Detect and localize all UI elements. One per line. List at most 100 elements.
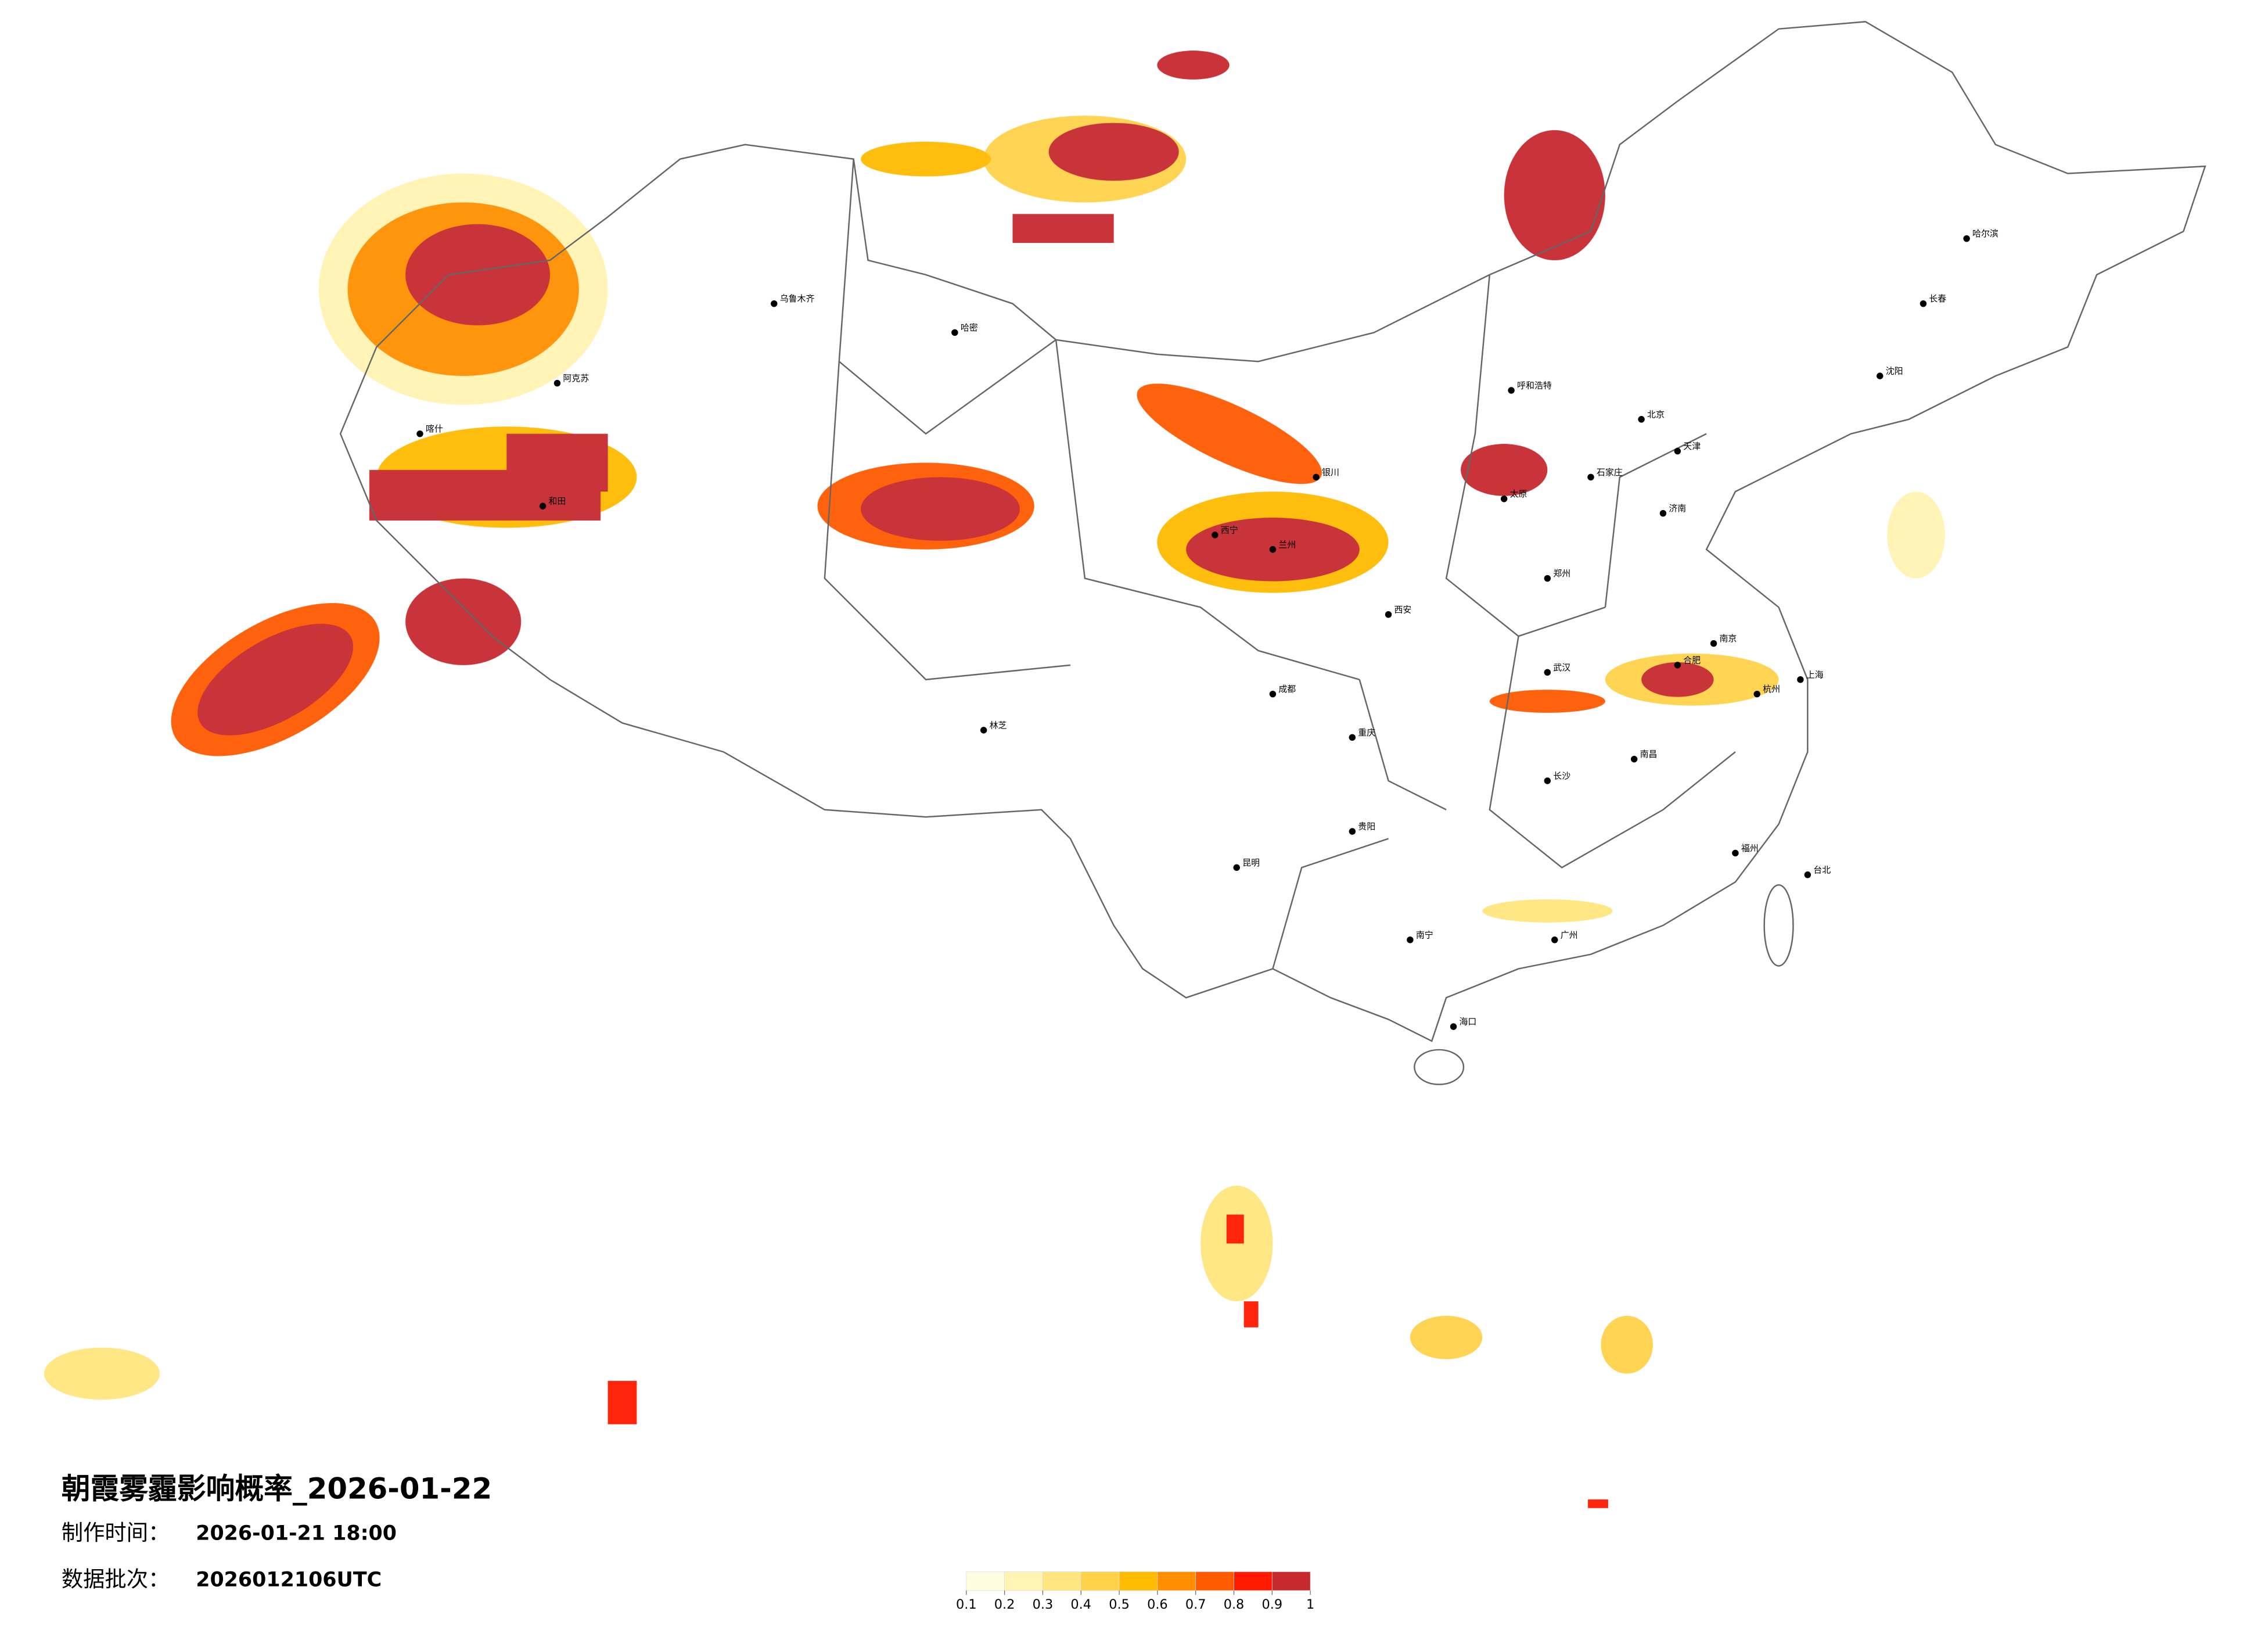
city-dot <box>1349 828 1356 835</box>
city-label: 福州 <box>1741 843 1759 853</box>
legend-tick-label: 0.7 <box>1185 1597 1206 1612</box>
city-dot <box>1500 495 1508 503</box>
city-label: 沈阳 <box>1886 366 1903 376</box>
city-dot <box>1753 690 1760 698</box>
city-label: 重庆 <box>1358 727 1375 738</box>
city-dot <box>1630 755 1638 763</box>
city-label: 武汉 <box>1553 662 1570 673</box>
city-label: 台北 <box>1813 864 1831 875</box>
city-dot <box>1710 640 1717 647</box>
city-label: 喀什 <box>426 424 443 434</box>
city-dot <box>1269 690 1277 698</box>
city-dot <box>951 329 958 336</box>
batch-label: 数据批次： <box>62 1566 170 1592</box>
city-dot <box>1797 676 1804 683</box>
legend-tick-label: 1 <box>1306 1597 1314 1612</box>
city-label: 杭州 <box>1763 684 1780 694</box>
city-label: 太原 <box>1510 489 1527 499</box>
city-label: 西安 <box>1394 604 1412 615</box>
city-label: 成都 <box>1278 684 1296 694</box>
haze-field <box>44 51 1945 1508</box>
city-dot <box>980 727 987 734</box>
legend-tick-label: 0.2 <box>994 1597 1015 1612</box>
city-dot <box>1920 300 1927 307</box>
legend-swatch <box>1043 1571 1081 1591</box>
city-label: 兰州 <box>1278 539 1296 550</box>
legend-tick-label: 0.6 <box>1147 1597 1168 1612</box>
city-label: 南昌 <box>1640 749 1658 759</box>
legend-tick-label: 0.9 <box>1262 1597 1283 1612</box>
city-label: 哈密 <box>961 322 978 333</box>
legend-swatch <box>966 1571 1005 1591</box>
city-dot <box>1674 447 1681 455</box>
city-label: 北京 <box>1647 409 1665 419</box>
city-label: 林芝 <box>990 720 1007 730</box>
legend-swatch <box>1119 1571 1158 1591</box>
legend-tick-label: 0.8 <box>1224 1597 1245 1612</box>
legend-tick-label: 0.1 <box>956 1597 977 1612</box>
city-label: 郑州 <box>1553 568 1570 579</box>
city-label: 昆明 <box>1242 857 1260 868</box>
city-dot <box>1544 777 1551 784</box>
city-dot <box>1732 849 1739 857</box>
city-dot <box>1313 473 1320 481</box>
city-dot <box>1349 734 1356 741</box>
made-value: 2026-01-21 18:00 <box>196 1522 397 1545</box>
city-label: 长沙 <box>1553 771 1570 781</box>
legend-swatch <box>1157 1571 1196 1591</box>
city-label: 海口 <box>1460 1017 1477 1027</box>
city-label: 阿克苏 <box>563 373 589 383</box>
city-label: 广州 <box>1561 930 1578 940</box>
city-dot <box>1450 1023 1457 1030</box>
country-outline <box>339 21 2206 1085</box>
city-label: 贵阳 <box>1358 821 1375 832</box>
city-dot <box>1804 871 1811 878</box>
city-label: 呼和浩特 <box>1517 381 1552 391</box>
city-dot <box>1638 416 1645 423</box>
made-label: 制作时间： <box>62 1520 170 1545</box>
batch-value: 2026012106UTC <box>196 1568 382 1591</box>
city-dot <box>1233 864 1240 871</box>
city-label: 和田 <box>549 496 566 507</box>
city-dot <box>1544 669 1551 676</box>
city-dot <box>416 430 423 437</box>
legend-tick-label: 0.3 <box>1033 1597 1054 1612</box>
legend-tick-label: 0.5 <box>1109 1597 1130 1612</box>
city-dot <box>1269 546 1277 553</box>
city-dot <box>771 300 778 307</box>
city-dot <box>1963 235 1970 242</box>
city-dot <box>1407 937 1414 943</box>
city-dot <box>1674 662 1681 669</box>
legend-swatch <box>1234 1571 1273 1591</box>
city-label: 乌鲁木齐 <box>780 293 815 304</box>
legend-tick-label: 0.4 <box>1070 1597 1091 1612</box>
title: 朝霞雾霾影响概率_2026-01-22 <box>62 1472 492 1506</box>
city-label: 长春 <box>1929 293 1946 304</box>
city-dot <box>539 503 547 509</box>
city-dot <box>553 379 561 387</box>
city-label: 哈尔滨 <box>1972 228 1999 239</box>
city-dot <box>1385 611 1392 618</box>
legend-swatch <box>1004 1571 1043 1591</box>
legend: 0.1 0.2 0.3 0.4 0.5 0.6 0.7 0.8 0.9 1 <box>956 1571 1314 1612</box>
city-label: 西宁 <box>1221 525 1238 535</box>
city-label: 天津 <box>1683 441 1701 451</box>
city-label: 合肥 <box>1683 655 1701 665</box>
city-dot <box>1551 937 1558 943</box>
city-dot <box>1544 575 1551 582</box>
city-label: 银川 <box>1322 467 1339 478</box>
city-dot <box>1877 372 1884 379</box>
city-label: 南宁 <box>1416 930 1433 940</box>
city-label: 南京 <box>1720 633 1737 644</box>
legend-swatch <box>1271 1571 1311 1591</box>
city-label: 济南 <box>1669 503 1686 514</box>
city-dot <box>1659 509 1667 517</box>
city-dot <box>1587 473 1594 481</box>
city-label: 石家庄 <box>1597 467 1623 478</box>
legend-swatch <box>1080 1571 1120 1591</box>
city-dot <box>1212 532 1219 539</box>
city-label: 上海 <box>1806 669 1824 680</box>
